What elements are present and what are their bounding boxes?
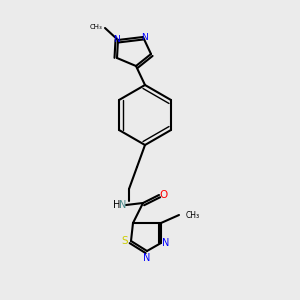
Text: N: N — [114, 35, 120, 44]
Text: N: N — [119, 200, 127, 210]
Text: N: N — [143, 253, 151, 263]
Text: CH₃: CH₃ — [186, 211, 200, 220]
Text: N: N — [162, 238, 170, 248]
Text: O: O — [159, 190, 167, 200]
Text: CH₃: CH₃ — [89, 24, 102, 30]
Text: S: S — [122, 236, 128, 246]
Text: H: H — [113, 200, 121, 210]
Text: N: N — [141, 32, 147, 41]
